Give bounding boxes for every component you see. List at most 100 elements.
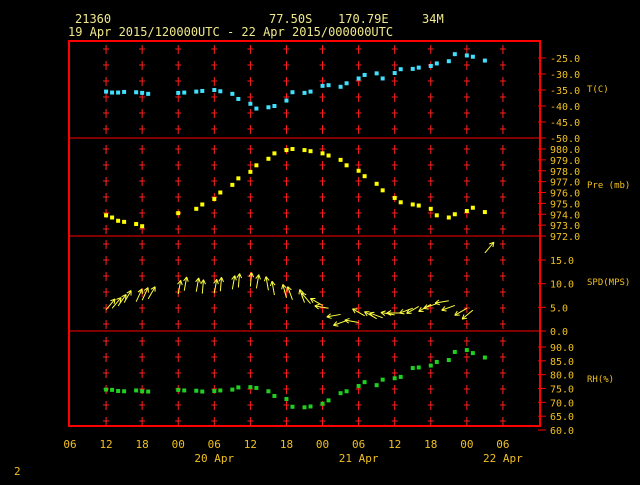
wind-arrow [370,312,383,318]
wind-arrow [407,306,419,313]
data-point [290,405,294,409]
data-point [230,388,234,392]
wind-arrow [136,289,142,302]
y-tick-label: 90.0 [550,343,574,354]
wind-arrow-head [327,317,332,319]
data-point [146,390,150,394]
wind-arrow [333,321,346,327]
data-point [254,386,258,390]
data-point [116,389,120,393]
time-period: 19 Apr 2015/120000UTC - 22 Apr 2015/0000… [68,25,393,39]
data-point [212,88,216,92]
data-point [134,90,138,94]
wind-arrow [196,278,201,292]
data-point [399,375,403,379]
data-point [309,149,313,153]
data-point [176,91,180,95]
y-tick-label: 60.0 [550,426,574,437]
data-point [218,191,222,195]
data-point [116,219,120,223]
wind-arrow [435,300,449,305]
panel-t-c: -25.0-30.0-35.0-40.0-45.0-50.0T(C) [104,52,609,145]
data-point [393,196,397,200]
data-point [116,91,120,95]
wind-arrow-head [264,277,266,282]
wind-arrow [232,276,237,290]
y-tick-label: 75.0 [550,385,574,396]
data-point [182,388,186,392]
wind-arrow [310,298,322,305]
wind-arrow [282,284,287,298]
data-point [465,209,469,213]
data-point [284,397,288,401]
data-point [230,92,234,96]
wind-arrow [287,287,293,300]
y-tick-label: 974.0 [550,210,580,221]
wind-arrow [327,314,341,319]
wind-arrow-head [299,289,300,294]
data-point [471,55,475,59]
data-point [381,188,385,192]
data-point [321,402,325,406]
data-point [110,91,114,95]
data-point [411,202,415,206]
y-tick-label: -50.0 [550,134,580,145]
wind-arrow-head [315,304,320,306]
data-point [122,90,126,94]
x-tick-label: 00 [172,438,185,451]
data-point [272,394,276,398]
data-point [218,89,222,93]
data-point [290,147,294,151]
data-point [321,84,325,88]
data-point [266,389,270,393]
wind-arrow [249,273,254,287]
data-point [339,158,343,162]
panels: -25.0-30.0-35.0-40.0-45.0-50.0T(C)980.09… [104,52,630,437]
y-tick-label: 978.0 [550,167,580,178]
y-tick-label: -45.0 [550,118,580,129]
data-point [465,53,469,57]
data-point [327,398,331,402]
panel-label: Pre (mb) [587,181,630,191]
wind-arrow-head [370,312,375,313]
x-tick-label: 00 [316,438,329,451]
wind-arrow-head [345,318,350,320]
data-point [417,365,421,369]
y-tick-label: 977.0 [550,178,580,189]
data-point [453,212,457,216]
y-tick-label: 5.0 [550,303,568,314]
wind-arrow-head [181,280,183,285]
x-tick-label: 06 [496,438,509,451]
wind-arrow-head [199,278,201,283]
data-point [110,388,114,392]
wind-arrow [256,275,261,289]
wind-arrow [462,310,473,319]
data-point [182,91,186,95]
data-point [429,207,433,211]
y-tick-label: 0.0 [550,327,568,338]
wind-arrow [264,277,269,291]
data-point [140,91,144,95]
data-point [236,176,240,180]
data-point [176,388,180,392]
wind-arrow-head [287,287,288,292]
wind-arrow [237,274,242,288]
wind-arrow [214,279,219,293]
y-tick-label: 980.0 [550,145,580,156]
x-tick-label: 00 [460,438,473,451]
y-tick-label: 15.0 [550,256,574,267]
data-point [429,364,433,368]
x-tick-label: 06 [352,438,365,451]
latitude: 77.50S [269,12,312,26]
data-point [363,174,367,178]
data-point [122,389,126,393]
wind-arrow-head [217,279,219,284]
data-point [254,107,258,111]
data-point [248,102,252,106]
wind-arrow [442,305,455,311]
data-point [483,59,487,63]
data-point [104,213,108,217]
panel-label: T(C) [587,85,609,95]
data-point [266,157,270,161]
